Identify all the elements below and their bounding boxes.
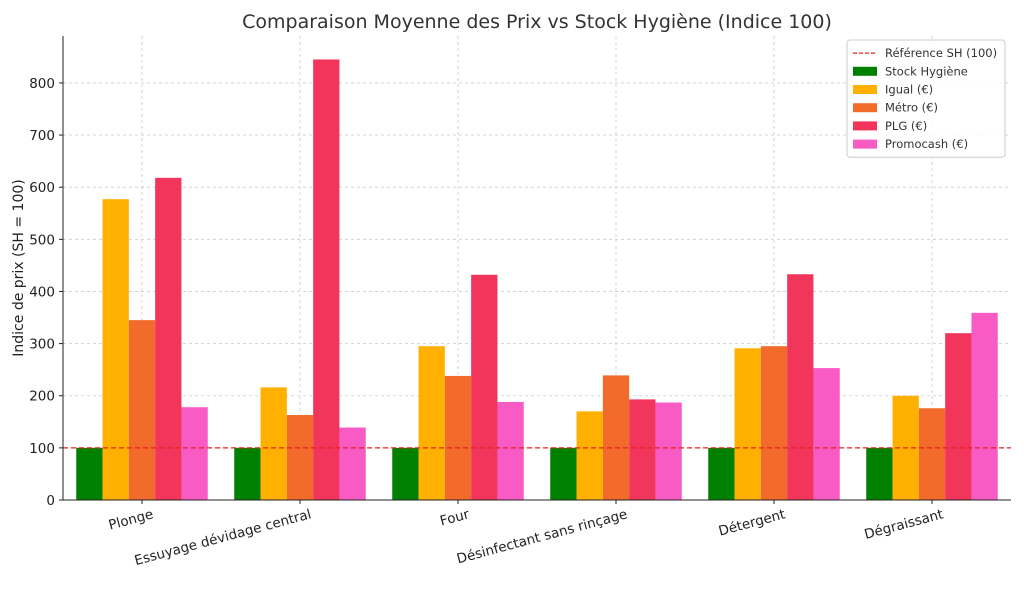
x-tick-label: Plonge [107,506,155,533]
x-tick-label: Dégraissant [863,506,945,542]
axes [62,36,1011,501]
y-tick-label: 500 [29,232,55,248]
y-tick-label: 700 [29,128,55,144]
legend-label: Référence SH (100) [885,46,997,60]
bar [602,375,630,500]
bar [787,274,814,500]
y-tick-label: 200 [29,389,55,405]
bar [128,320,156,500]
bar [286,415,314,500]
bar [102,199,129,501]
bar [497,401,524,500]
y-tick-label: 400 [29,284,55,300]
x-tick-label: Désinfectant sans rinçage [455,506,629,567]
bar [260,387,287,500]
legend-swatch [853,66,877,76]
legend-swatch [853,121,877,131]
bar [945,333,972,500]
x-tick-label: Four [438,506,471,529]
bar [392,447,419,500]
legend-label: Igual (€) [885,83,933,97]
bar [971,312,998,500]
bar [734,348,761,500]
bar [444,375,472,500]
y-tick-label: 0 [46,493,55,509]
bar [76,447,103,500]
bar [708,447,735,500]
bar [813,368,840,500]
chart-title: Comparaison Moyenne des Prix vs Stock Hy… [242,11,832,33]
bar [918,408,946,500]
bar [471,274,498,500]
legend-box [846,39,1006,158]
y-tick-label: 100 [29,441,55,457]
y-tick-label: 300 [29,337,55,353]
legend: Référence SH (100) Stock Hygiène Igual (€)… [846,39,1006,158]
bar [629,399,656,500]
legend-label: PLG (€) [885,119,927,133]
bar [339,427,366,500]
x-tick-label: Détergent [717,506,787,539]
bar [155,177,182,500]
bar [866,447,893,500]
bars [76,59,998,501]
y-tick-label: 600 [29,180,55,196]
legend-swatch [853,85,877,94]
x-tick-label: Essuyage dévidage central [133,506,313,569]
legend-label: Promocash (€) [885,137,968,151]
bar [234,447,261,500]
bar [418,346,445,500]
bar [576,411,603,500]
bar [181,407,208,500]
bar [313,59,340,501]
bar [760,346,788,500]
y-tick-label: 800 [29,76,55,92]
bar [550,447,577,500]
legend-swatch [853,139,877,149]
legend-label: Stock Hygiène [885,64,968,78]
y-axis-label: Indice de prix (SH = 100) [11,179,27,356]
legend-swatch [853,103,877,113]
legend-label: Métro (€) [885,101,938,115]
bar [655,402,682,500]
